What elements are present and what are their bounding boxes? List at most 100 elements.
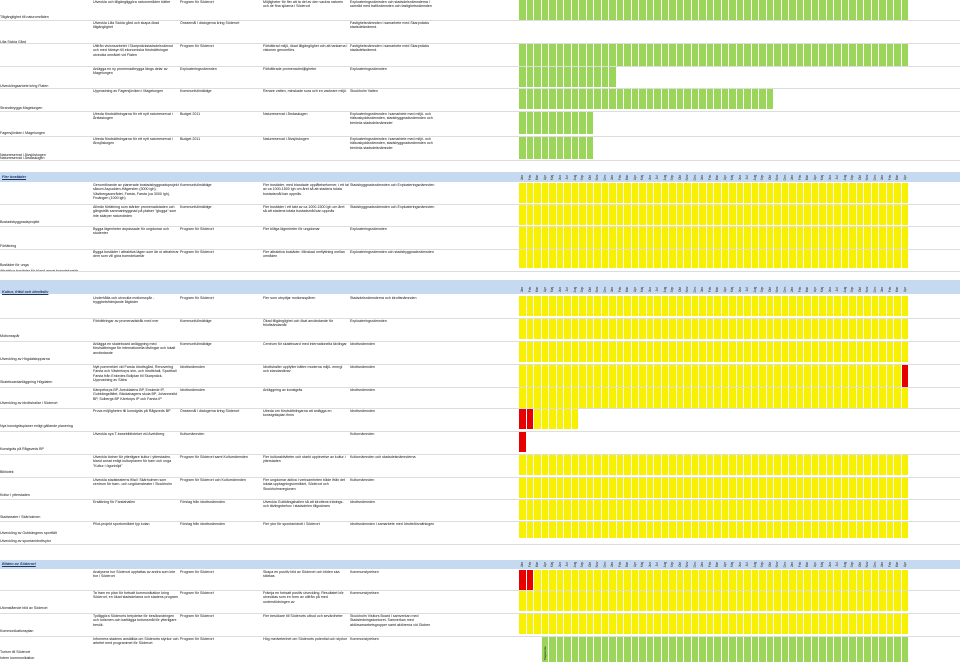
timeline-cell [571,67,579,87]
timeline-cell [811,637,819,662]
goal-cell: Fler bostäder, med blandade upplåtelsefo… [263,183,349,196]
timeline-cell [541,205,549,225]
timeline-cell [699,478,707,498]
timeline-cell [811,365,819,387]
timeline-cell [556,522,564,538]
timeline-cell [579,388,587,408]
month-label: Feb [707,561,712,568]
timeline-cell [526,388,534,408]
timeline-cell [879,205,887,225]
coop-cell: Idrottsnämnden [350,409,375,413]
row-divider [0,66,960,67]
timeline-cell [774,137,782,159]
timeline-cell [894,591,902,611]
timeline-bar [519,183,909,203]
timeline-cell [721,432,729,452]
month-label: Apr [722,562,727,567]
timeline-cell [706,296,714,316]
proj-cell: Kommunikationsplan [0,629,34,633]
timeline-cell [601,342,609,362]
timeline-cell [804,319,812,339]
resp-cell: Budget 2011 [180,112,201,116]
timeline-cell [901,570,909,590]
proj-cell: Skateboardanläggning Högdalen [0,380,53,384]
coop-cell: Kulturnämnden [350,478,375,482]
timeline-cell [901,614,909,634]
timeline-cell [879,296,887,316]
timeline-cell [661,319,669,339]
timeline-cell [541,89,549,109]
timeline-cell [721,455,729,475]
timeline-cell [901,478,909,498]
resp-cell: Kommunfullmäktige [180,205,212,209]
timeline-cell [676,67,684,87]
month-label: Apr [722,175,727,180]
timeline-cell [579,112,587,134]
timeline-cell [834,637,842,662]
timeline-cell [781,89,789,109]
timeline-cell [594,112,602,134]
goal-cell: Fler bostäder i ett takt av ca 1000-1500… [263,205,345,214]
timeline-cell [601,409,609,429]
timeline-cell [721,522,729,538]
timeline-cell [759,0,767,20]
timeline-cell [744,637,752,662]
timeline-cell [646,478,654,498]
timeline-cell [579,296,587,316]
timeline-cell [781,44,789,66]
resp-cell: Idrottsnämnden [180,365,205,369]
timeline-cell [856,637,864,662]
month-label: Jan [520,286,524,293]
month-label: Nov [865,561,869,568]
timeline-cell [886,591,894,611]
timeline-cell [856,89,864,109]
month-label: Jun [737,174,742,181]
timeline-cell [774,522,782,538]
act-cell: Analysera hur Söderort uppfattas av andr… [93,570,176,579]
proj-cell: Utveckling av Gubbängens sportfält [0,531,57,535]
timeline-cell [789,500,797,520]
timeline-cell [601,296,609,316]
act-cell: Utreda förutsättningarna för ett nytt na… [93,137,173,146]
timeline-cell [534,478,542,498]
timeline-cell [549,250,557,268]
timeline-cell [549,183,557,203]
timeline-cell [849,67,857,87]
timeline-cell [766,0,774,20]
timeline-cell [781,250,789,268]
timeline-cell [721,296,729,316]
timeline-cell [526,342,534,362]
goal-cell: Fler billiga lägenheter för ungdomar [263,227,320,231]
timeline-cell [766,296,774,316]
timeline-cell [654,205,662,225]
timeline-cell [744,296,752,316]
timeline-bar [519,44,909,66]
timeline-cell [721,614,729,634]
timeline-cell [834,522,842,538]
timeline-cell [766,67,774,87]
month-label: Nov [685,174,689,181]
timeline-cell [519,137,527,159]
timeline-cell [579,637,587,662]
timeline-cell [819,89,827,109]
timeline-cell [534,44,542,66]
goal-cell: Fler som utnyttjar motionsspåren [263,296,316,300]
month-label: Jun [737,561,742,568]
timeline-cell [804,112,812,134]
timeline-cell [676,137,684,159]
timeline-cell [609,365,617,387]
timeline-cell [819,205,827,225]
timeline-cell [849,500,857,520]
timeline-cell [579,478,587,498]
timeline-cell [706,409,714,429]
month-label: Mar [625,174,629,181]
timeline-cell [556,227,564,249]
timeline-cell [526,478,534,498]
timeline-cell [744,570,752,590]
resp-cell: Program för Söderort [180,637,214,641]
month-label: Jan [880,561,884,568]
timeline-cell [519,522,527,538]
timeline-cell [556,570,564,590]
timeline-cell [864,570,872,590]
timeline-bar [519,478,909,498]
